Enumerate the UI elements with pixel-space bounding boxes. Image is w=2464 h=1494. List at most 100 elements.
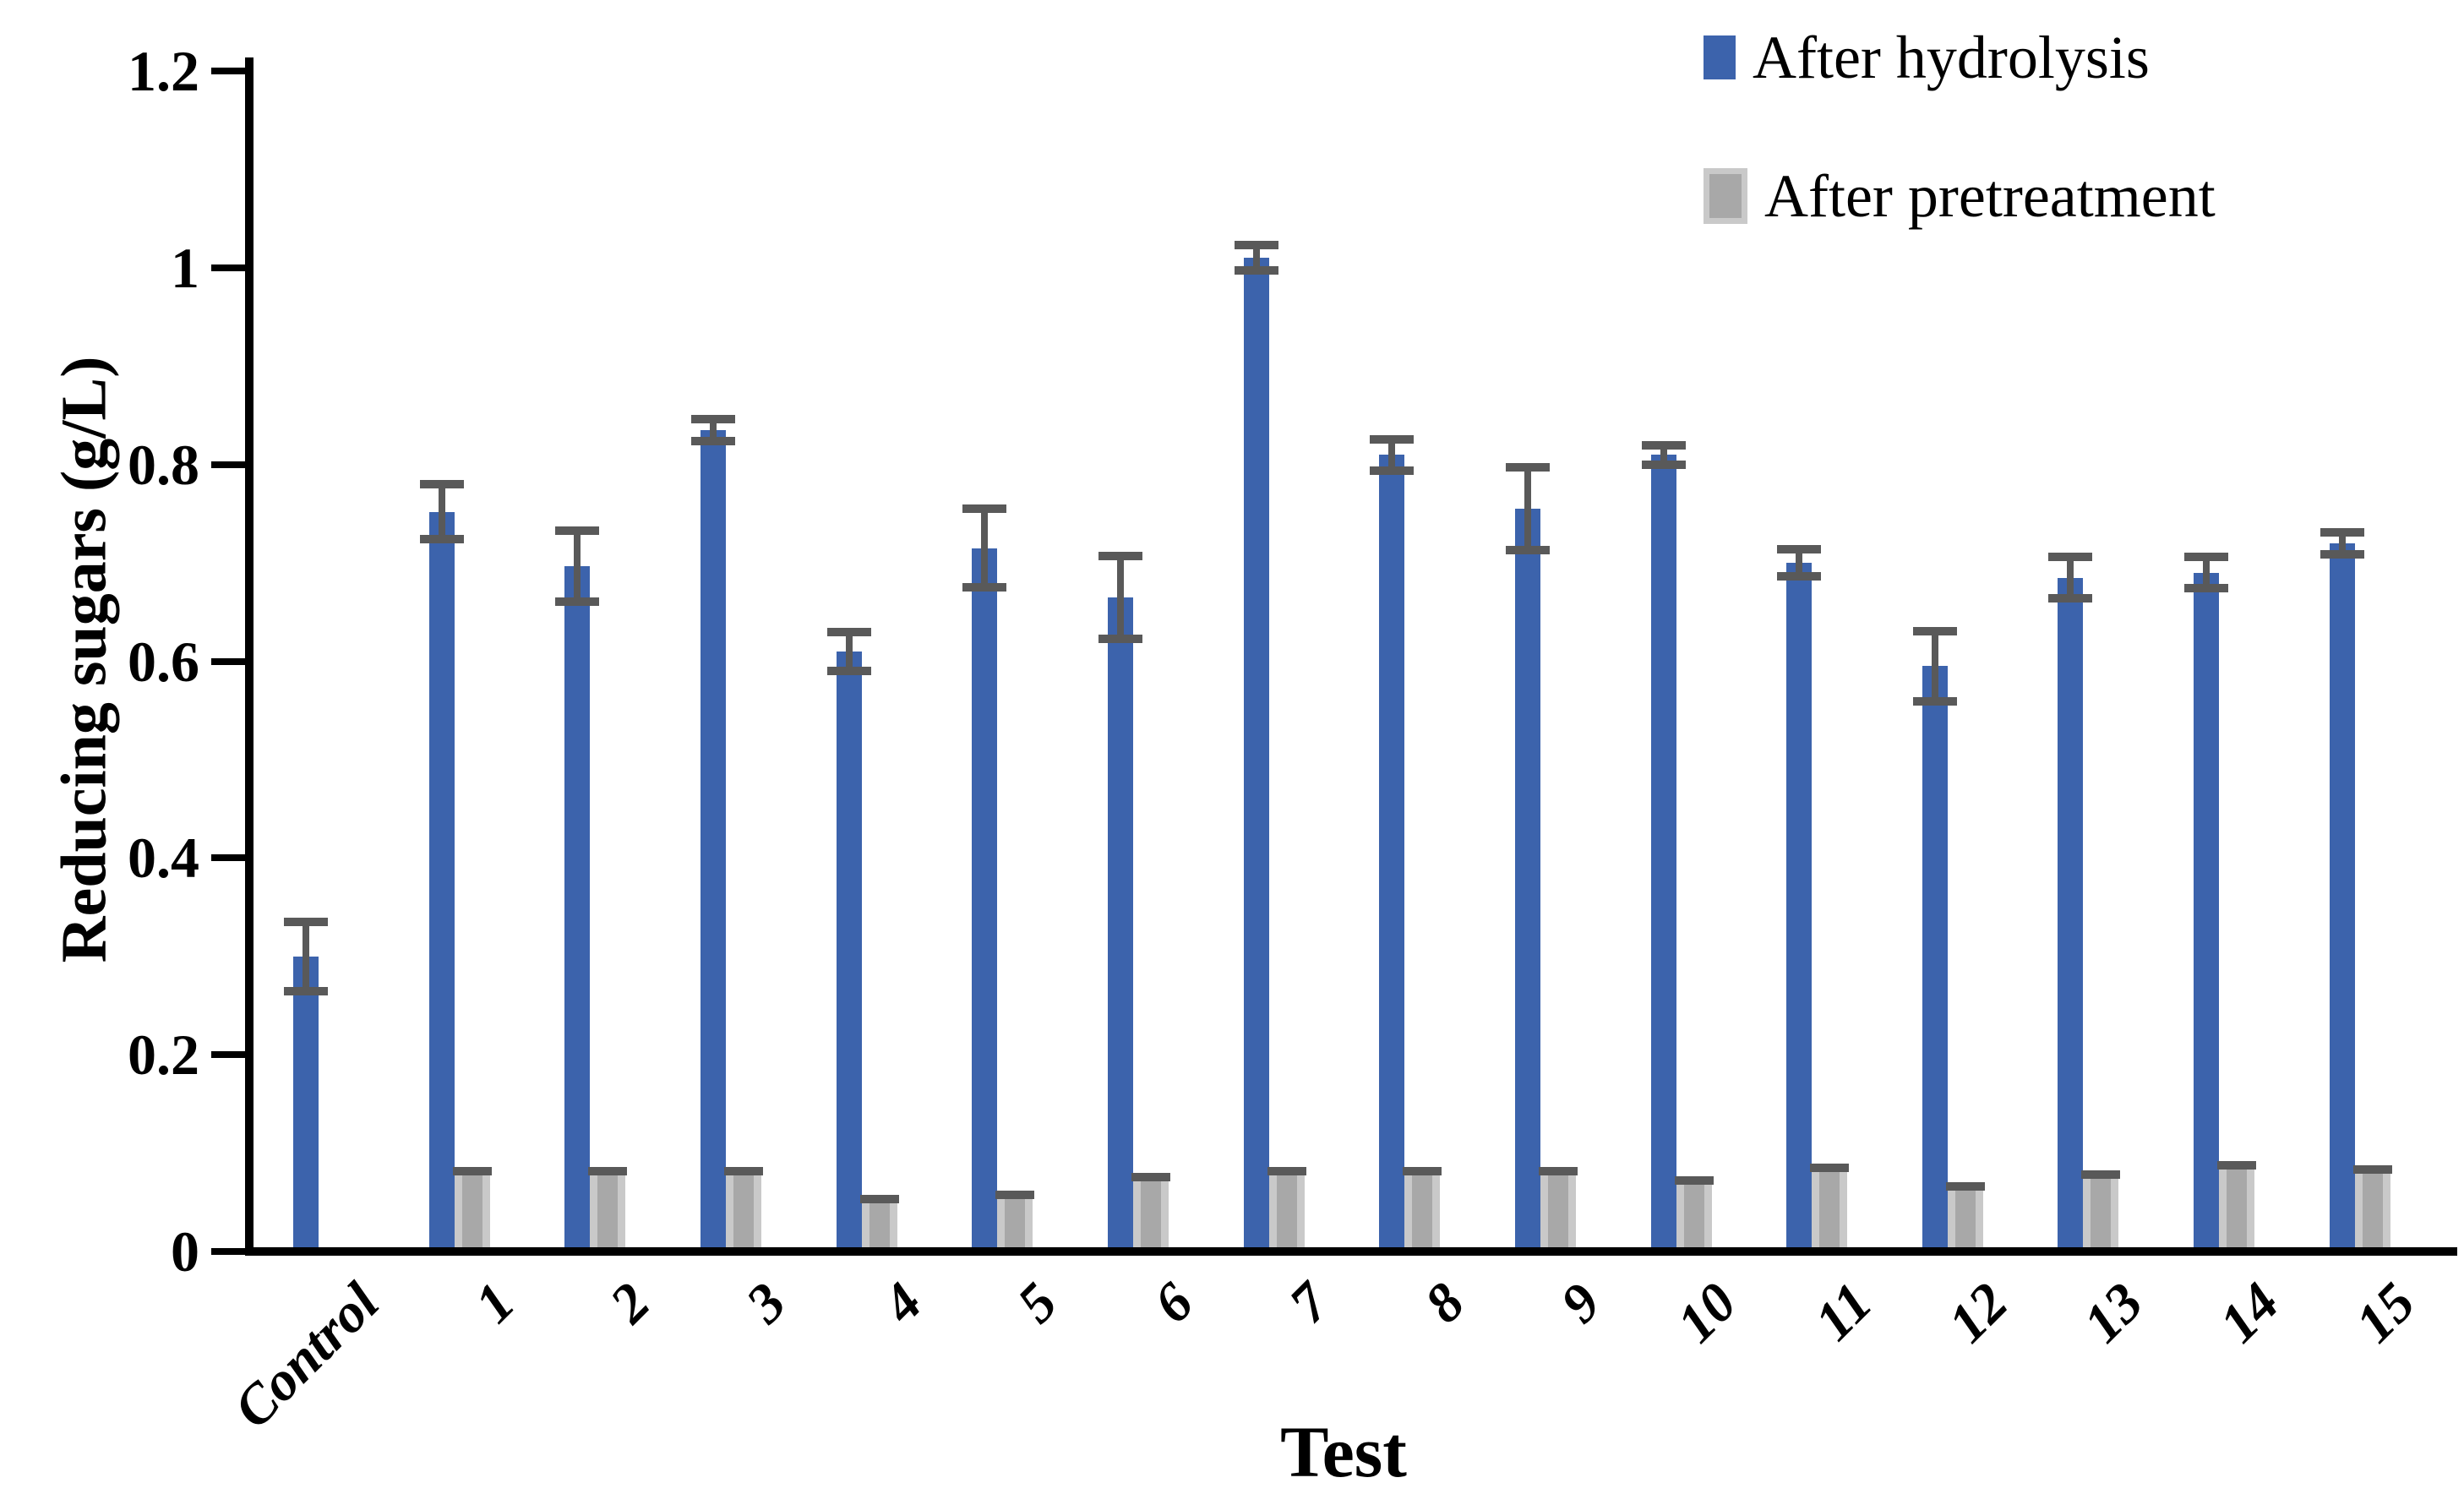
error-cap-top-after-hydrolysis-4: [826, 627, 871, 636]
error-cap-top-after-hydrolysis-12: [1912, 626, 1957, 635]
error-cap-bottom-after-hydrolysis-1: [419, 535, 464, 544]
error-cap-bottom-after-hydrolysis-8: [1370, 466, 1415, 475]
error-bar-after-hydrolysis-12: [1931, 630, 1938, 702]
error-cap-after-pretreatment-3: [723, 1167, 763, 1176]
bar-after-pretreatment-6: [1132, 1181, 1169, 1247]
bar-after-pretreatment-9: [1540, 1175, 1576, 1247]
error-cap-after-pretreatment-1: [452, 1167, 492, 1176]
error-cap-top-after-hydrolysis-15: [2320, 528, 2364, 537]
error-cap-top-after-hydrolysis-10: [1641, 440, 1686, 450]
x-axis-label-1: 1: [462, 1271, 526, 1335]
error-cap-bottom-after-hydrolysis-7: [1234, 266, 1278, 275]
bar-after-pretreatment-11: [1812, 1171, 1848, 1247]
bar-after-pretreatment-7: [1268, 1175, 1305, 1247]
error-cap-top-after-hydrolysis-6: [1098, 552, 1142, 561]
error-cap-bottom-after-hydrolysis-Control: [284, 986, 328, 995]
error-bar-after-hydrolysis-4: [845, 631, 853, 672]
y-axis-line: [245, 57, 253, 1256]
bar-after-hydrolysis-7: [1243, 258, 1269, 1247]
error-cap-bottom-after-hydrolysis-3: [690, 436, 735, 445]
bar-after-hydrolysis-1: [428, 511, 455, 1247]
x-axis-label-7: 7: [1277, 1271, 1341, 1335]
bar-after-pretreatment-5: [997, 1199, 1033, 1247]
bar-after-hydrolysis-Control: [293, 956, 319, 1247]
y-axis-tick-label: 0.4: [128, 826, 199, 891]
legend-swatch-after-pretreatment: [1704, 168, 1747, 224]
x-axis-label-12: 12: [1936, 1271, 2020, 1355]
error-cap-bottom-after-hydrolysis-2: [555, 597, 600, 606]
bar-after-hydrolysis-8: [1379, 455, 1405, 1247]
error-bar-after-hydrolysis-1: [438, 484, 445, 540]
x-axis-label-Control: Control: [221, 1271, 391, 1441]
error-bar-after-hydrolysis-2: [574, 530, 581, 602]
error-bar-after-hydrolysis-8: [1388, 439, 1396, 471]
bar-after-hydrolysis-11: [1786, 563, 1813, 1247]
error-cap-after-pretreatment-4: [859, 1194, 899, 1203]
error-cap-bottom-after-hydrolysis-9: [1505, 546, 1550, 555]
error-bar-after-hydrolysis-3: [709, 419, 717, 441]
y-axis-tick-label: 0: [171, 1219, 199, 1284]
error-cap-after-pretreatment-7: [1267, 1167, 1306, 1176]
bar-after-pretreatment-15: [2354, 1174, 2390, 1247]
bar-after-hydrolysis-14: [2194, 572, 2220, 1247]
bar-after-pretreatment-14: [2219, 1170, 2255, 1247]
error-cap-bottom-after-hydrolysis-12: [1912, 697, 1957, 706]
x-axis-label-4: 4: [869, 1271, 934, 1335]
legend-item-after-hydrolysis: After hydrolysis: [1704, 25, 2150, 90]
bar-after-hydrolysis-15: [2329, 543, 2355, 1247]
error-cap-top-after-hydrolysis-8: [1370, 434, 1415, 444]
bar-after-pretreatment-10: [1676, 1184, 1712, 1247]
error-cap-bottom-after-hydrolysis-5: [962, 583, 1007, 592]
x-axis-label-8: 8: [1413, 1271, 1477, 1335]
bar-after-hydrolysis-2: [564, 565, 591, 1247]
x-axis-label-9: 9: [1549, 1271, 1613, 1335]
bar-after-pretreatment-8: [1404, 1175, 1441, 1247]
y-axis-tick-label: 0.8: [128, 432, 199, 497]
error-bar-after-hydrolysis-15: [2338, 532, 2346, 554]
x-axis-label-5: 5: [1006, 1271, 1070, 1335]
error-cap-bottom-after-hydrolysis-4: [826, 667, 871, 676]
error-cap-bottom-after-hydrolysis-14: [2184, 584, 2229, 593]
bar-after-hydrolysis-3: [700, 430, 726, 1247]
error-bar-after-hydrolysis-13: [2067, 557, 2074, 599]
bar-after-hydrolysis-9: [1514, 509, 1540, 1247]
error-bar-after-hydrolysis-Control: [303, 922, 309, 991]
y-axis-tick: [211, 1051, 245, 1059]
error-cap-after-pretreatment-9: [1538, 1167, 1578, 1176]
x-axis-line: [245, 1247, 2457, 1256]
x-axis-title: Test: [1280, 1411, 1407, 1492]
error-bar-after-hydrolysis-14: [2203, 557, 2211, 589]
x-axis-label-13: 13: [2072, 1271, 2156, 1355]
error-cap-top-after-hydrolysis-1: [419, 480, 464, 489]
y-axis-tick: [211, 1248, 245, 1255]
y-axis-tick: [211, 854, 245, 862]
error-bar-after-hydrolysis-9: [1524, 467, 1531, 551]
error-cap-after-pretreatment-10: [1674, 1175, 1714, 1185]
error-cap-bottom-after-hydrolysis-10: [1641, 460, 1686, 469]
bar-after-hydrolysis-10: [1650, 455, 1676, 1247]
bar-after-pretreatment-12: [1947, 1190, 1983, 1247]
error-cap-bottom-after-hydrolysis-15: [2320, 549, 2364, 559]
x-axis-label-14: 14: [2208, 1271, 2292, 1355]
y-axis-tick-label: 1.2: [128, 39, 199, 104]
y-axis-tick: [211, 68, 245, 75]
y-axis-tick: [211, 264, 245, 271]
error-cap-top-after-hydrolysis-11: [1777, 544, 1822, 553]
bar-after-pretreatment-4: [861, 1202, 897, 1247]
x-axis-label-10: 10: [1665, 1271, 1748, 1355]
error-cap-bottom-after-hydrolysis-11: [1777, 572, 1822, 581]
x-axis-label-2: 2: [598, 1271, 662, 1335]
bar-after-hydrolysis-6: [1107, 597, 1133, 1247]
error-cap-top-after-hydrolysis-5: [962, 504, 1007, 514]
legend-item-after-pretreatment: After pretreatment: [1704, 164, 2216, 228]
error-bar-after-hydrolysis-10: [1660, 444, 1667, 465]
error-cap-top-after-hydrolysis-7: [1234, 241, 1278, 250]
error-cap-after-pretreatment-14: [2217, 1161, 2257, 1170]
error-cap-after-pretreatment-6: [1131, 1173, 1170, 1182]
error-cap-after-pretreatment-5: [995, 1191, 1035, 1200]
legend-label-after-pretreatment: After pretreatment: [1764, 162, 2216, 230]
legend-swatch-after-hydrolysis: [1704, 35, 1736, 79]
legend-label-after-hydrolysis: After hydrolysis: [1753, 24, 2150, 91]
bar-after-hydrolysis-12: [1922, 666, 1948, 1247]
